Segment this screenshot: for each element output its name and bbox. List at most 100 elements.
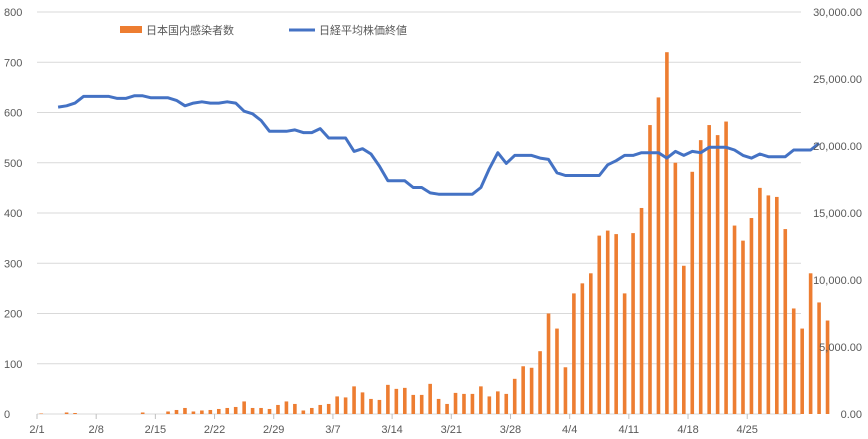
infection-bar (233, 406, 238, 414)
x-tick-label: 3/14 (381, 424, 402, 436)
infection-bar (166, 411, 170, 414)
left-tick-label: 200 (4, 309, 22, 321)
x-tick-label: 4/18 (677, 424, 698, 436)
x-tick-label: 2/8 (89, 424, 104, 436)
infection-bar (791, 308, 796, 414)
infection-bar (580, 283, 585, 414)
left-axis-ticks: 0 100 200 300 400 500 600 700 800 (4, 7, 22, 421)
infection-bar (293, 403, 297, 414)
infection-bar (817, 302, 821, 414)
x-tick-label: 2/15 (145, 424, 166, 436)
x-tick-label: 2/29 (263, 424, 284, 436)
infection-bar (242, 401, 246, 414)
infection-bar (682, 265, 686, 414)
infection-bar (200, 410, 204, 414)
infection-bar (690, 171, 695, 414)
infection-bar (326, 403, 331, 414)
right-tick-label: 20,000.00 (813, 141, 862, 153)
infection-bar (529, 367, 534, 414)
infection-bar (360, 392, 365, 414)
right-tick-label: 0.00 (841, 409, 862, 421)
infection-bar (800, 328, 804, 414)
infection-bar (174, 409, 179, 414)
infection-bar (352, 386, 356, 414)
infection-bar (445, 403, 449, 414)
right-tick-label: 5,000.00 (819, 342, 862, 354)
infection-bar (377, 399, 382, 414)
x-tick-label: 3/21 (441, 424, 462, 436)
infection-bar (394, 388, 399, 414)
infection-bar (555, 328, 559, 414)
infection-bar (73, 412, 77, 414)
infection-bar (276, 404, 280, 414)
infection-bar (775, 196, 779, 414)
infection-bar (191, 411, 196, 414)
legend: 日本国内感染者数 日経平均株価終値 (120, 23, 407, 37)
infection-bar (758, 187, 762, 414)
infection-bar (309, 407, 314, 414)
infection-bar (639, 207, 644, 414)
infection-bar (724, 121, 728, 415)
infection-bar (741, 240, 745, 414)
legend-label-nikkei: 日経平均株価終値 (319, 23, 407, 37)
infection-bar (631, 233, 635, 414)
x-tick-label: 4/25 (737, 424, 758, 436)
infection-bar (140, 412, 145, 414)
x-tick-label: 3/28 (500, 424, 521, 436)
infection-bar (462, 393, 466, 414)
infection-bar (732, 225, 737, 414)
x-tick-label: 2/22 (204, 424, 225, 436)
infection-bar (39, 413, 44, 414)
infection-bar (318, 404, 323, 414)
left-tick-label: 0 (4, 409, 10, 421)
infection-bar (419, 394, 424, 414)
infection-bar (546, 313, 551, 414)
infection-bar (436, 398, 441, 414)
infection-bar (698, 140, 703, 414)
infection-bar (707, 125, 711, 414)
infection-bar (808, 273, 813, 414)
infection-bar (428, 383, 432, 414)
right-tick-label: 25,000.00 (813, 74, 862, 86)
legend-label-infections: 日本国内感染者数 (146, 23, 234, 37)
infection-bar (597, 235, 602, 414)
right-tick-label: 15,000.00 (813, 208, 862, 220)
x-tick-label: 3/7 (325, 424, 340, 436)
right-tick-label: 10,000.00 (813, 275, 862, 287)
left-tick-label: 600 (4, 108, 22, 120)
infection-bar (487, 396, 492, 414)
infection-bar (665, 52, 669, 414)
infection-bar (656, 97, 661, 415)
infection-bar (479, 386, 483, 414)
infection-bar (715, 135, 720, 415)
infection-bar (673, 162, 678, 414)
infection-bar (512, 378, 517, 414)
infection-bar (749, 218, 754, 414)
infection-bar (216, 408, 221, 414)
infection-bar (614, 234, 618, 414)
infection-bar (259, 407, 263, 414)
infection-bar (343, 397, 348, 414)
infection-bar (766, 195, 771, 414)
infection-bar (369, 398, 373, 414)
left-tick-label: 100 (4, 359, 22, 371)
infection-bar (648, 125, 652, 414)
infection-bar (825, 320, 830, 414)
infection-bar (605, 230, 610, 414)
x-tick-label: 4/11 (619, 424, 640, 436)
infection-bar (563, 367, 568, 414)
infection-bar (589, 273, 593, 414)
infection-bar (250, 407, 255, 414)
left-tick-label: 700 (4, 57, 22, 69)
infection-bar (521, 366, 525, 414)
infection-bars (39, 52, 830, 415)
infection-bar (411, 394, 416, 414)
right-axis-ticks: 0.00 5,000.00 10,000.00 15,000.00 20,000.00 2… (813, 7, 862, 421)
infection-bar (402, 387, 407, 414)
infection-bar (208, 409, 213, 414)
infection-bar (453, 392, 458, 414)
left-tick-label: 400 (4, 208, 22, 220)
infection-bar (301, 410, 306, 414)
infection-bar (267, 408, 272, 414)
